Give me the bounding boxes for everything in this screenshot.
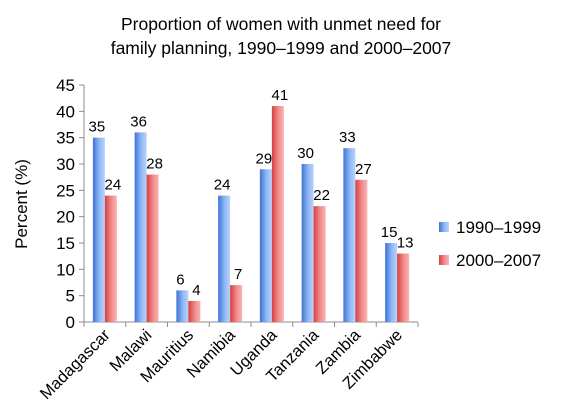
bar [104, 195, 117, 322]
data-label: 33 [339, 129, 356, 146]
data-label: 36 [130, 113, 147, 130]
data-label: 15 [381, 224, 398, 241]
legend: 1990–1999 2000–2007 [439, 218, 541, 270]
bar [188, 300, 201, 322]
data-label: 24 [214, 177, 231, 194]
y-tick-label: 0 [66, 313, 75, 332]
y-tick-label: 20 [56, 208, 75, 227]
y-axis: 0 5 10 15 20 25 30 35 40 45 [56, 76, 85, 332]
legend-swatch [439, 222, 449, 232]
data-labels: 35 36 6 24 29 30 33 15 24 28 4 7 41 22 27 13 [89, 87, 414, 299]
data-label: 29 [256, 150, 273, 167]
y-axis-title: Percent (%) [12, 159, 31, 249]
x-category-label: Madagascar [37, 326, 114, 403]
bar [301, 164, 314, 322]
y-tick-label: 15 [56, 234, 75, 253]
bar [230, 285, 243, 322]
chart-title-line-2: family planning, 1990–1999 and 2000–2007 [110, 38, 452, 58]
y-tick-label: 5 [66, 287, 75, 306]
data-label: 7 [234, 266, 242, 283]
data-label: 35 [89, 119, 106, 136]
data-label: 22 [313, 187, 330, 204]
data-label: 28 [146, 156, 163, 173]
data-label: 4 [192, 282, 200, 299]
bar [271, 106, 284, 322]
chart-title-line-1: Proportion of women with unmet need for [120, 14, 442, 34]
bar [176, 290, 189, 322]
y-tick-label: 40 [56, 102, 75, 121]
bar [218, 195, 231, 322]
legend-label: 1990–1999 [456, 218, 541, 237]
y-tick-label: 10 [56, 260, 75, 279]
bars [92, 106, 410, 322]
bar [134, 132, 147, 322]
data-label: 27 [355, 161, 372, 178]
chart-title: Proportion of women with unmet need for … [0, 12, 562, 60]
bar [92, 137, 105, 322]
legend-label: 2000–2007 [456, 251, 541, 270]
data-label: 6 [176, 271, 184, 288]
y-tick-label: 25 [56, 181, 75, 200]
data-label: 41 [272, 87, 289, 104]
bar [343, 148, 356, 322]
bar [355, 179, 368, 322]
y-tick-label: 35 [56, 129, 75, 148]
bar [146, 174, 159, 322]
bar [385, 243, 398, 322]
data-label: 24 [105, 177, 122, 194]
bar [313, 206, 326, 322]
y-tick-label: 30 [56, 155, 75, 174]
x-axis: MadagascarMalawiMauritiusNamibiaUgandaTa… [37, 321, 419, 403]
data-label: 30 [297, 145, 314, 162]
data-label: 13 [397, 235, 414, 252]
bar [397, 253, 410, 322]
legend-swatch [439, 255, 449, 265]
bar [259, 169, 272, 322]
y-tick-label: 45 [56, 76, 75, 95]
